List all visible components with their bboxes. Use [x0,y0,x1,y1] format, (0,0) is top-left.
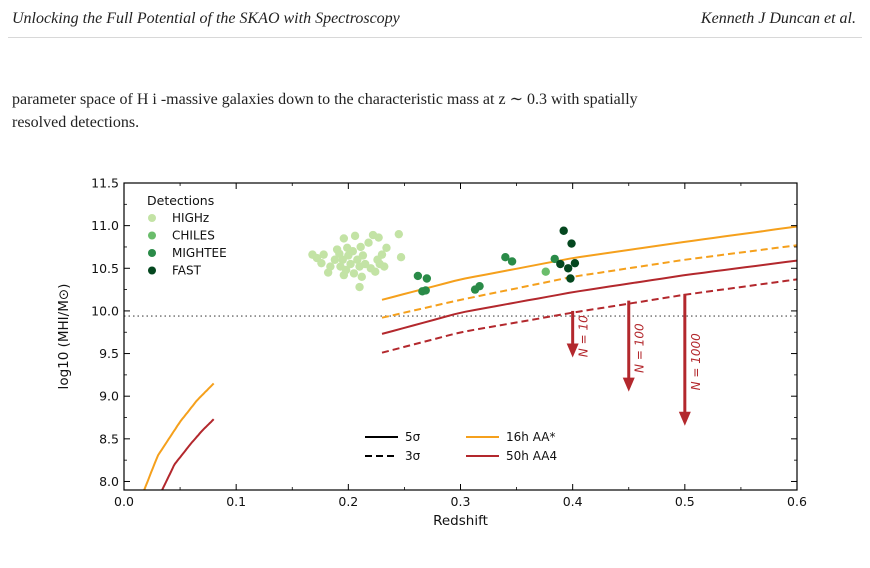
sensitivity-curve-3 [381,278,797,354]
detections-legend-title: Detections [147,193,214,208]
point-highz-2 [317,258,326,268]
point-highz-30 [374,233,383,242]
x-axis-label: Redshift [433,513,488,529]
detection-arrowhead-2 [678,411,691,426]
point-highz-18 [349,269,359,278]
y-tick-label-2: 9.0 [99,389,119,404]
x-tick-label-2: 0.2 [338,494,358,509]
point-mightee-3 [422,274,432,283]
x-tick-label-3: 0.3 [451,494,471,509]
legend-marker-fast [148,266,156,275]
legend-label-mightee: MIGHTEE [172,246,227,260]
body-line-1: parameter space of H i -massive galaxies… [12,91,638,108]
legend-label-highz: HIGHz [172,211,209,225]
x-tick-label-5: 0.5 [675,494,695,509]
y-tick-label-0: 8.0 [99,474,119,489]
running-header-authors: Kenneth J Duncan et al. [700,10,856,27]
y-tick-label-7: 11.5 [91,176,119,191]
color-legend-label-1: 50h AA4 [506,449,557,463]
point-highz-16 [346,259,355,269]
detection-arrowhead-1 [622,377,635,392]
point-fast-5 [570,258,580,268]
color-legend-label-0: 16h AA* [506,430,555,444]
y-tick-label-6: 11.0 [91,218,119,233]
point-highz-17 [348,247,358,256]
body-paragraph: parameter space of H i -massive galaxies… [12,88,858,134]
point-mightee-5 [475,281,484,291]
point-mightee-2 [421,286,430,295]
legend-label-chiles: CHILES [172,229,215,243]
header-rule [8,37,862,38]
sensitivity-curve-2 [381,259,797,335]
point-fast-2 [563,264,573,273]
point-fast-1 [559,226,568,235]
point-highz-6 [330,255,340,264]
point-highz-5 [326,262,335,271]
point-highz-34 [382,243,391,253]
point-highz-19 [350,231,360,241]
point-highz-25 [364,238,373,247]
running-header-title: Unlocking the Full Potential of the SKAO… [12,10,400,27]
point-mightee-6 [501,252,510,262]
point-highz-33 [380,262,389,271]
point-highz-22 [356,242,365,252]
point-highz-28 [371,267,380,276]
plot-area [124,225,797,490]
point-highz-12 [339,234,349,243]
point-highz-37 [394,229,404,239]
point-highz-13 [341,265,351,275]
point-chiles-0 [541,267,550,276]
legend-marker-highz [148,214,156,222]
detection-arrowhead-0 [566,343,579,358]
point-highz-32 [377,250,387,259]
x-tick-label-0: 0.0 [114,494,134,509]
detection-count-label-0: N = 10 [577,315,591,357]
point-fast-0 [556,259,565,269]
detection-count-label-1: N = 100 [633,323,647,373]
x-tick-label-1: 0.1 [226,494,246,509]
point-fast-4 [567,239,576,248]
legend-label-fast: FAST [172,264,202,278]
body-line-2: resolved detections. [12,114,140,131]
point-highz-36 [357,272,366,282]
style-legend-label-0: 5σ [405,430,421,444]
point-mightee-0 [413,271,423,281]
point-mightee-8 [550,254,559,264]
point-mightee-7 [507,257,517,266]
sensitivity-curve-5 [161,418,215,490]
x-tick-label-6: 0.6 [787,494,807,509]
sensitivity-curve-0 [381,225,797,301]
detection-count-label-2: N = 1000 [689,333,703,391]
y-tick-label-3: 9.5 [99,346,119,361]
y-tick-label-5: 10.5 [91,261,119,276]
style-legend-label-1: 3σ [405,449,421,463]
y-tick-label-1: 8.5 [99,431,119,446]
x-tick-label-4: 0.4 [563,494,583,509]
point-highz-38 [396,252,406,262]
point-highz-23 [358,251,368,260]
legend-marker-mightee [148,249,156,257]
sensitivity-curve-4 [143,382,215,490]
sensitivity-curve-1 [381,244,797,319]
y-axis-label: log10 (MHI/M⊙) [56,284,72,390]
legend-marker-chiles [148,231,156,240]
point-highz-35 [355,282,364,292]
y-tick-label-4: 10.0 [91,303,119,318]
point-fast-3 [566,274,575,283]
point-highz-3 [319,250,328,259]
